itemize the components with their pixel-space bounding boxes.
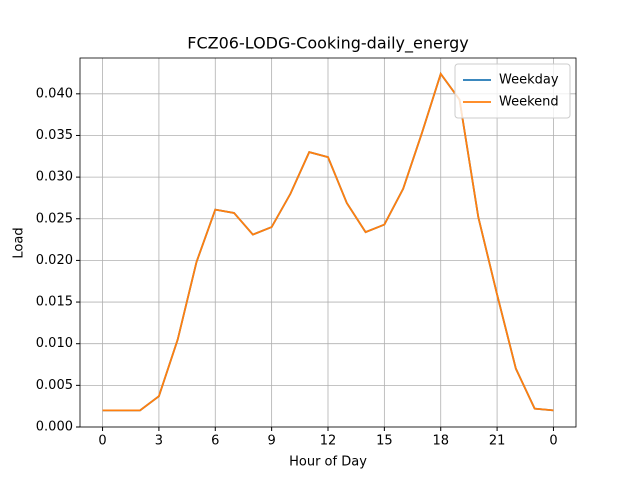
y-tick-label: 0.020	[36, 253, 73, 268]
x-tick-label: 12	[320, 434, 337, 449]
x-tick-label: 0	[549, 434, 557, 449]
y-tick-label: 0.015	[36, 295, 73, 310]
x-tick-label: 6	[211, 434, 219, 449]
x-tick-label: 21	[489, 434, 506, 449]
plot-frame	[79, 57, 577, 428]
data-line	[102, 71, 554, 412]
x-tick-label: 18	[432, 434, 449, 449]
y-axis-label: Load	[12, 227, 27, 258]
y-tick-label: 0.030	[36, 170, 73, 185]
y-tick-label: 0.040	[36, 86, 73, 101]
y-tick-label: 0.005	[36, 378, 73, 393]
legend-label: Weekday	[499, 73, 559, 88]
chart-title: FCZ06-LODG-Cooking-daily_energy	[187, 34, 469, 54]
legend-box	[454, 63, 571, 119]
x-tick-label: 3	[155, 434, 163, 449]
x-tick-label: 15	[376, 434, 393, 449]
x-tick-label: 9	[267, 434, 275, 449]
legend-label: Weekend	[499, 95, 559, 110]
y-tick-label: 0.025	[36, 211, 73, 226]
x-axis-label: Hour of Day	[289, 455, 367, 470]
y-tick-label: 0.035	[36, 128, 73, 143]
x-tick-label: 0	[98, 434, 106, 449]
y-tick-label: 0.010	[36, 336, 73, 351]
y-tick-label: 0.000	[36, 420, 73, 435]
